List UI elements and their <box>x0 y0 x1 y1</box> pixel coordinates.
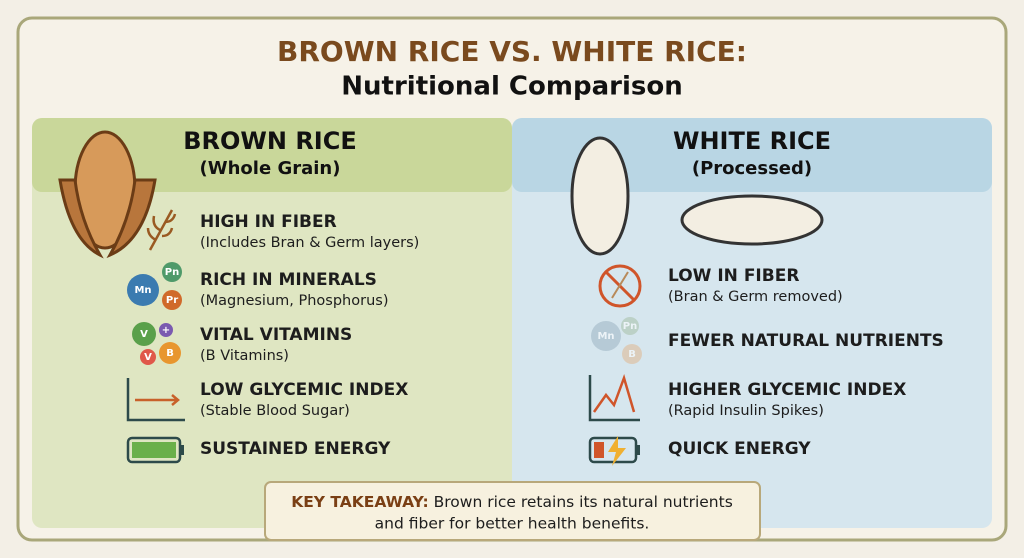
takeaway-line: KEY TAKEAWAY: Brown rice retains its nat… <box>291 493 733 511</box>
brown-panel <box>32 118 512 528</box>
brown-heading: BROWN RICE <box>183 127 357 155</box>
brown-subheading: (Whole Grain) <box>200 158 341 179</box>
item-title: FEWER NATURAL NUTRIENTS <box>668 331 944 351</box>
item-detail: (Magnesium, Phosphorus) <box>200 293 388 309</box>
no-fiber-icon <box>598 264 642 308</box>
item-title: VITAL VITAMINS <box>200 325 352 345</box>
item-detail: (Rapid Insulin Spikes) <box>668 403 824 419</box>
item-title: HIGH IN FIBER <box>200 212 337 232</box>
icon-label: + <box>162 325 170 336</box>
item-title: LOW IN FIBER <box>668 266 799 286</box>
item-title: RICH IN MINERALS <box>200 270 377 290</box>
icon-label: Pr <box>166 295 178 306</box>
icon-label: B <box>628 349 636 360</box>
item-detail: (Bran & Germ removed) <box>668 289 843 305</box>
item-title: HIGHER GLYCEMIC INDEX <box>668 380 906 400</box>
glycemic-low-icon <box>126 378 185 422</box>
icon-label: V <box>140 329 148 340</box>
item-list: HIGH IN FIBER (Includes Bran & Germ layer… <box>200 212 944 459</box>
white-panel <box>512 118 992 528</box>
white-subheading: (Processed) <box>692 158 812 179</box>
glycemic-high-icon <box>588 374 640 422</box>
takeaway-box <box>264 481 761 541</box>
white-heading: WHITE RICE <box>673 127 831 155</box>
brown-grain-illustration <box>58 130 157 259</box>
icon-label: Pn <box>165 267 179 278</box>
white-grain-illustration <box>570 136 824 256</box>
takeaway-text: Brown rice retains its natural nutrients <box>434 493 733 511</box>
item-detail: (Includes Bran & Germ layers) <box>200 235 419 251</box>
takeaway-text: and fiber for better health benefits. <box>375 515 650 533</box>
subtitle: Nutritional Comparison <box>341 72 682 102</box>
item-title: QUICK ENERGY <box>668 439 811 459</box>
item-title: LOW GLYCEMIC INDEX <box>200 380 408 400</box>
icon-label: Mn <box>597 331 614 342</box>
battery-low-icon <box>588 436 640 466</box>
item-title: SUSTAINED ENERGY <box>200 439 391 459</box>
icon-label: Mn <box>134 285 151 296</box>
takeaway-label: KEY TAKEAWAY: <box>291 493 428 511</box>
brown-header <box>32 118 512 192</box>
fiber-icon <box>146 209 177 251</box>
item-detail: (Stable Blood Sugar) <box>200 403 350 419</box>
icon-label: B <box>166 348 174 359</box>
title: BROWN RICE VS. WHITE RICE: <box>277 35 747 68</box>
icon-label: Pn <box>623 321 637 332</box>
vitamin-icon: V + V B <box>132 322 181 365</box>
battery-full-icon <box>126 436 184 464</box>
mineral-icon: Mn Pn Pr <box>127 262 182 310</box>
item-detail: (B Vitamins) <box>200 348 289 364</box>
icon-label: V <box>144 352 152 363</box>
white-header <box>512 118 992 192</box>
faded-nutrient-icon: Mn Pn B <box>591 317 642 364</box>
